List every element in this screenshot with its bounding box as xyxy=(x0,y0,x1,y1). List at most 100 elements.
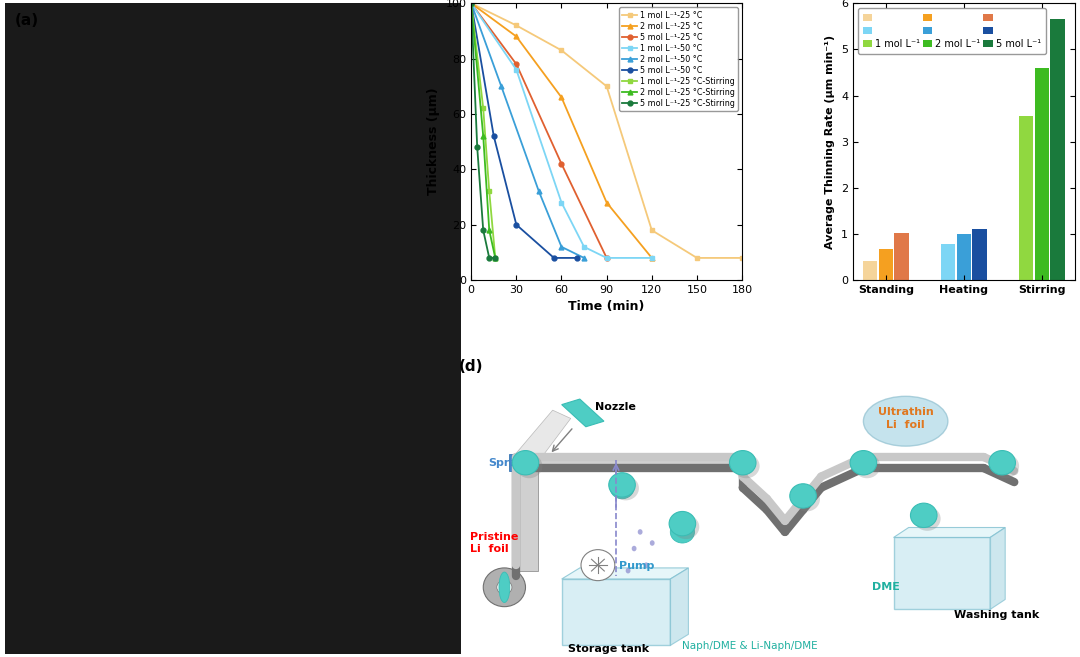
5 mol L⁻¹-50 °C xyxy=(570,254,583,262)
1 mol L⁻¹-25 °C-Stirring xyxy=(489,254,502,262)
5 mol L⁻¹-25 °C xyxy=(555,160,568,168)
1 mol L⁻¹-25 °C xyxy=(646,226,659,234)
Text: Storage tank: Storage tank xyxy=(568,644,649,654)
Polygon shape xyxy=(513,457,743,468)
Y-axis label: Average Thinning Rate (μm min⁻¹): Average Thinning Rate (μm min⁻¹) xyxy=(825,35,836,249)
5 mol L⁻¹-25 °C-Stirring xyxy=(476,226,489,234)
1 mol L⁻¹-25 °C xyxy=(464,0,477,7)
Line: 1 mol L⁻¹-50 °C: 1 mol L⁻¹-50 °C xyxy=(469,1,654,260)
Circle shape xyxy=(850,451,877,475)
Bar xyxy=(1035,68,1049,280)
Bar xyxy=(1050,20,1065,280)
2 mol L⁻¹-25 °C-Stirring xyxy=(464,0,477,7)
Circle shape xyxy=(854,454,880,478)
5 mol L⁻¹-25 °C-Stirring xyxy=(471,143,484,151)
5 mol L⁻¹-25 °C xyxy=(600,254,613,262)
2 mol L⁻¹-25 °C xyxy=(646,254,659,262)
1 mol L⁻¹-50 °C xyxy=(510,66,523,74)
Text: Ultrathin
Li  foil: Ultrathin Li foil xyxy=(878,407,933,430)
Circle shape xyxy=(609,472,635,497)
Polygon shape xyxy=(671,568,688,645)
2 mol L⁻¹-25 °C-Stirring xyxy=(489,254,502,262)
Text: (d): (d) xyxy=(459,359,484,374)
Y-axis label: Thickness (μm): Thickness (μm) xyxy=(427,88,440,196)
Legend: , , 1 mol L⁻¹, , , 2 mol L⁻¹, , , 5 mol L⁻¹: , , 1 mol L⁻¹, , , 2 mol L⁻¹, , , 5 mol … xyxy=(858,8,1045,54)
Circle shape xyxy=(671,521,694,543)
Circle shape xyxy=(670,511,696,536)
1 mol L⁻¹-25 °C-Stirring xyxy=(476,104,489,112)
2 mol L⁻¹-50 °C xyxy=(532,187,545,195)
2 mol L⁻¹-50 °C xyxy=(495,82,508,90)
Text: Washing tank: Washing tank xyxy=(954,610,1039,620)
2 mol L⁻¹-50 °C xyxy=(578,254,591,262)
Text: Naph/DME & Li-Naph/DME: Naph/DME & Li-Naph/DME xyxy=(683,641,818,651)
5 mol L⁻¹-25 °C-Stirring xyxy=(489,254,502,262)
FancyBboxPatch shape xyxy=(509,455,521,471)
X-axis label: Time (min): Time (min) xyxy=(568,300,645,313)
Polygon shape xyxy=(513,460,538,571)
Circle shape xyxy=(516,454,542,478)
Line: 5 mol L⁻¹-25 °C-Stirring: 5 mol L⁻¹-25 °C-Stirring xyxy=(469,1,498,260)
Text: Spray: Spray xyxy=(488,458,524,468)
1 mol L⁻¹-50 °C xyxy=(578,243,591,251)
Circle shape xyxy=(729,451,756,475)
Bar xyxy=(957,234,971,280)
Ellipse shape xyxy=(644,562,649,568)
1 mol L⁻¹-25 °C xyxy=(600,82,613,90)
Circle shape xyxy=(581,550,615,581)
Circle shape xyxy=(993,454,1020,478)
Line: 2 mol L⁻¹-25 °C-Stirring: 2 mol L⁻¹-25 °C-Stirring xyxy=(469,1,498,260)
Circle shape xyxy=(733,454,759,478)
Circle shape xyxy=(673,515,699,539)
Bar xyxy=(941,244,956,280)
FancyBboxPatch shape xyxy=(562,579,671,645)
1 mol L⁻¹-25 °C xyxy=(555,47,568,55)
Line: 2 mol L⁻¹-50 °C: 2 mol L⁻¹-50 °C xyxy=(469,1,586,260)
2 mol L⁻¹-50 °C xyxy=(555,243,568,251)
Circle shape xyxy=(789,484,816,508)
Polygon shape xyxy=(990,528,1005,610)
1 mol L⁻¹-25 °C xyxy=(735,254,748,262)
Line: 1 mol L⁻¹-25 °C: 1 mol L⁻¹-25 °C xyxy=(469,1,744,260)
Ellipse shape xyxy=(632,546,636,551)
1 mol L⁻¹-25 °C xyxy=(690,254,703,262)
Text: Pristine
Li  foil: Pristine Li foil xyxy=(470,532,518,554)
Polygon shape xyxy=(511,410,570,463)
Line: 1 mol L⁻¹-25 °C-Stirring: 1 mol L⁻¹-25 °C-Stirring xyxy=(469,1,498,260)
1 mol L⁻¹-25 °C-Stirring xyxy=(483,187,496,195)
Ellipse shape xyxy=(483,568,526,606)
1 mol L⁻¹-50 °C xyxy=(555,198,568,206)
2 mol L⁻¹-50 °C xyxy=(464,0,477,7)
5 mol L⁻¹-25 °C-Stirring xyxy=(483,254,496,262)
Circle shape xyxy=(910,503,937,528)
Ellipse shape xyxy=(499,572,510,602)
Bar xyxy=(879,249,893,280)
Circle shape xyxy=(794,487,820,511)
2 mol L⁻¹-25 °C xyxy=(464,0,477,7)
Circle shape xyxy=(731,451,755,474)
Line: 5 mol L⁻¹-25 °C: 5 mol L⁻¹-25 °C xyxy=(469,1,609,260)
2 mol L⁻¹-25 °C xyxy=(600,198,613,206)
Ellipse shape xyxy=(497,580,512,594)
Circle shape xyxy=(612,476,639,501)
5 mol L⁻¹-50 °C xyxy=(487,132,500,140)
Ellipse shape xyxy=(650,540,654,546)
2 mol L⁻¹-25 °C xyxy=(510,33,523,41)
Circle shape xyxy=(914,507,941,531)
Circle shape xyxy=(989,451,1015,475)
Text: Nozzle: Nozzle xyxy=(595,402,636,413)
5 mol L⁻¹-25 °C xyxy=(510,60,523,68)
2 mol L⁻¹-25 °C-Stirring xyxy=(483,226,496,234)
1 mol L⁻¹-50 °C xyxy=(600,254,613,262)
Text: (a): (a) xyxy=(14,13,39,28)
Circle shape xyxy=(513,451,538,474)
Bar xyxy=(972,229,986,280)
1 mol L⁻¹-50 °C xyxy=(464,0,477,7)
Text: Pump: Pump xyxy=(619,561,654,571)
FancyBboxPatch shape xyxy=(893,537,990,610)
Circle shape xyxy=(512,451,539,475)
Polygon shape xyxy=(893,528,1005,537)
2 mol L⁻¹-25 °C xyxy=(555,93,568,101)
5 mol L⁻¹-50 °C xyxy=(510,221,523,229)
5 mol L⁻¹-50 °C xyxy=(464,0,477,7)
